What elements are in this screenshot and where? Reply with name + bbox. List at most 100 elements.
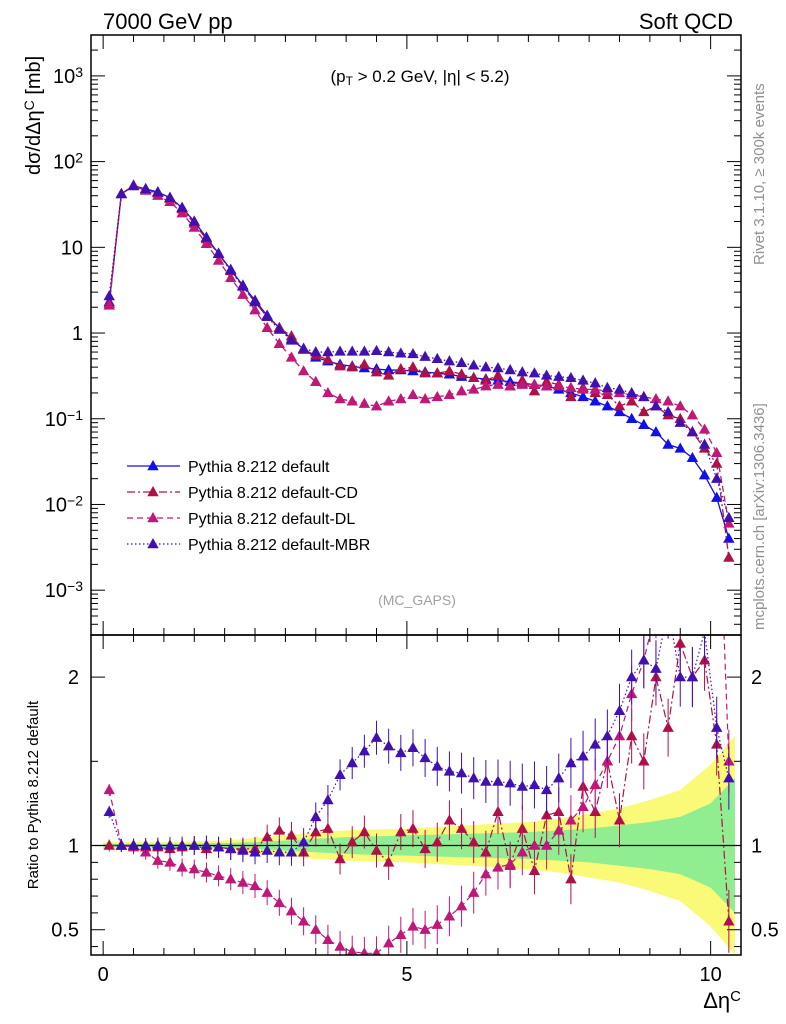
ratio-data-point: [711, 435, 722, 445]
main-data-point: [346, 395, 358, 406]
main-data-point: [297, 342, 310, 353]
main-data-point: [139, 182, 152, 194]
ratio-data-point: [273, 824, 286, 835]
ratio-data-point: [675, 486, 686, 496]
main-data-point: [723, 532, 735, 543]
ratio-data-point: [687, 486, 698, 496]
main-series: [103, 179, 735, 562]
main-data-point: [200, 231, 213, 242]
ratio-data-point: [360, 947, 369, 955]
main-data-point: [674, 400, 686, 411]
ratio-data-point: [516, 780, 529, 791]
main-data-point: [468, 359, 480, 370]
ratio-data-point: [310, 923, 322, 934]
x-axis-label: ΔηC: [703, 988, 741, 1013]
ratio-data-point: [237, 876, 249, 887]
main-data-point: [370, 344, 383, 356]
ratio-data-point: [103, 805, 115, 817]
main-data-point: [577, 383, 589, 394]
main-data-point: [662, 395, 674, 406]
ratio-data-point: [468, 772, 480, 783]
main-data-point: [613, 400, 626, 411]
main-data-point: [723, 551, 735, 562]
main-data-point: [261, 310, 273, 321]
ratio-data-point: [443, 765, 456, 776]
main-data-point: [419, 393, 431, 404]
ratio-data-point: [188, 863, 200, 874]
main-data-point: [504, 380, 516, 391]
main-data-point: [188, 221, 200, 232]
main-data-point: [322, 386, 334, 398]
main-y-tick-label: 103: [53, 64, 83, 88]
main-data-point: [237, 280, 249, 291]
main-data-point: [723, 517, 735, 528]
main-data-point: [492, 369, 504, 380]
ratio-y-tick-label-right: 2: [751, 667, 762, 689]
main-series-line: [108, 185, 730, 524]
main-y-tick-label: 10−2: [45, 492, 83, 516]
ratio-data-point: [407, 822, 419, 833]
ratio-data-point: [261, 886, 273, 897]
ratio-data-point: [176, 861, 188, 872]
main-data-point: [565, 381, 577, 392]
main-data-point: [334, 360, 346, 371]
ratio-data-point: [127, 839, 140, 850]
ratio-data-point: [103, 783, 115, 795]
ratio-data-point: [273, 846, 286, 857]
ratio-data-point: [577, 800, 589, 811]
ratio-data-point: [225, 842, 237, 854]
ratio-data-point: [176, 839, 188, 850]
ratio-data-point: [164, 856, 176, 867]
main-series-line: [108, 185, 730, 518]
main-series-4: [103, 179, 735, 522]
ratio-data-point: [152, 839, 164, 850]
ratio-data-point: [613, 704, 626, 715]
legend-marker: [147, 512, 159, 523]
main-data-point: [492, 378, 504, 389]
main-data-point: [249, 296, 261, 307]
ratio-data-point: [504, 777, 516, 788]
main-data-point: [273, 337, 286, 348]
ratio-data-point: [455, 767, 468, 778]
legend-label: Pythia 8.212 default-MBR: [188, 537, 370, 554]
main-data-point: [407, 361, 419, 372]
ratio-data-point: [492, 805, 504, 817]
ratio-data-point: [662, 503, 673, 513]
main-data-point: [273, 323, 286, 334]
main-data-point: [322, 353, 334, 364]
main-data-point: [516, 378, 529, 389]
main-data-point: [225, 264, 237, 275]
ratio-data-point: [480, 775, 492, 786]
ratio-data-point: [455, 822, 468, 833]
kinematic-cut-annotation: (pT > 0.2 GeV, |η| < 5.2): [330, 67, 509, 88]
main-data-point: [176, 201, 188, 212]
main-data-point: [370, 366, 383, 377]
main-data-point: [431, 367, 443, 378]
ratio-data-point: [565, 814, 577, 825]
ratio-data-point: [565, 757, 577, 768]
main-data-point: [480, 374, 492, 385]
ratio-data-point: [468, 886, 480, 897]
ratio-data-point: [492, 861, 504, 872]
ratio-series-line: [108, 635, 730, 853]
main-data-point: [638, 418, 650, 430]
ratio-data-point: [395, 826, 407, 837]
ratio-data-point: [322, 933, 334, 945]
ratio-y-tick-label: 2: [68, 667, 79, 689]
main-data-point: [152, 186, 164, 197]
main-data-point: [625, 412, 638, 423]
main-axis-ticks: [91, 34, 741, 636]
ratio-data-point: [372, 947, 381, 955]
main-data-point: [516, 366, 529, 377]
ratio-data-point: [577, 750, 589, 761]
ratio-data-point: [237, 844, 249, 855]
main-data-point: [468, 371, 480, 383]
ratio-data-point: [674, 637, 686, 648]
main-data-point: [285, 351, 298, 362]
ratio-y-tick-label-right: 0.5: [751, 920, 779, 942]
main-data-point: [200, 237, 213, 248]
main-data-point: [443, 388, 456, 400]
main-data-point: [188, 215, 200, 226]
main-data-point: [650, 400, 662, 411]
ratio-data-point: [686, 671, 699, 682]
